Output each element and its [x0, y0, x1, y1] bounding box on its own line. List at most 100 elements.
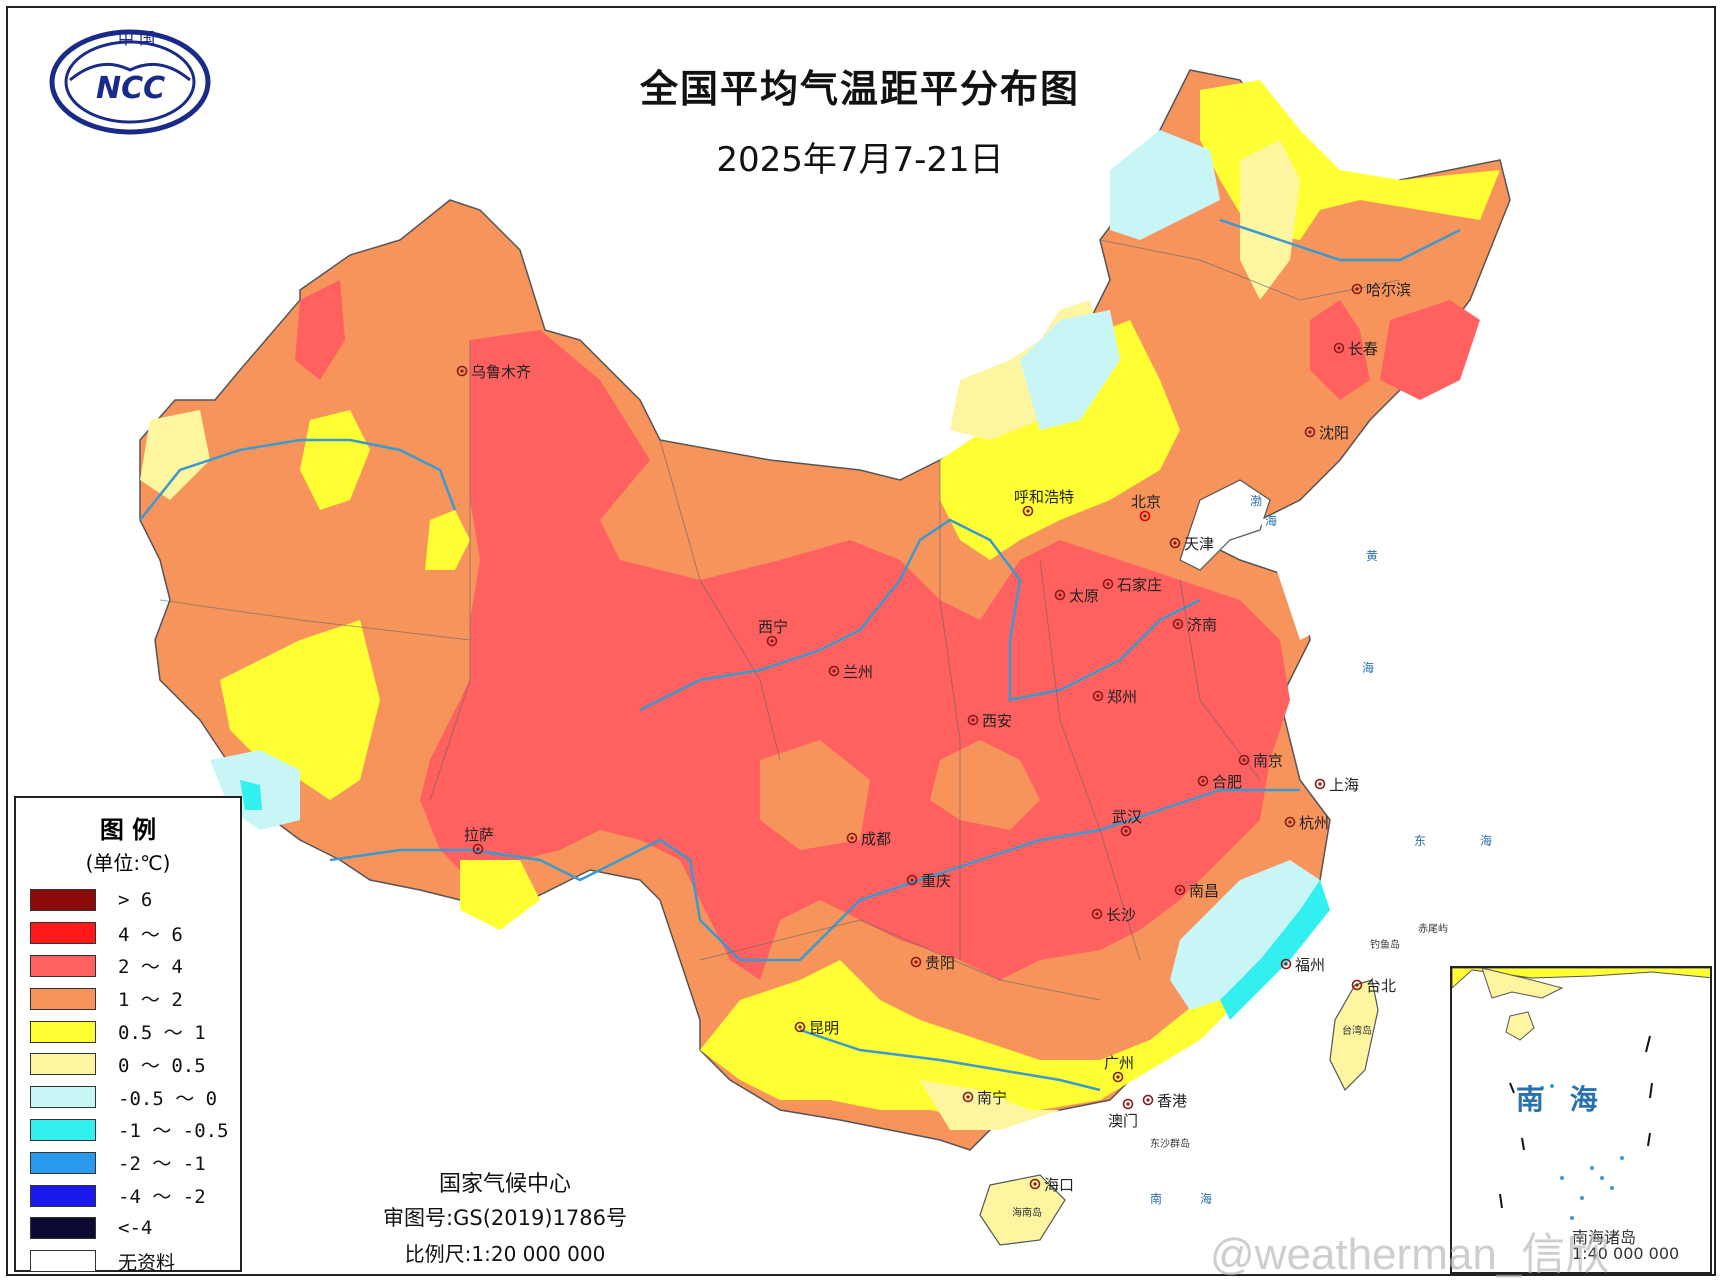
region-red-northeast2: [1380, 300, 1480, 400]
city-dot-center: [1143, 514, 1147, 518]
city-marker: 贵阳: [910, 954, 955, 972]
city-dot-icon: [1120, 825, 1132, 837]
city-label: 台北: [1366, 977, 1396, 995]
legend-label: -0.5 ～ 0: [118, 1087, 218, 1110]
legend-item: 4 ～ 6: [16, 917, 240, 950]
legend-label: -2 ～ -1: [118, 1153, 206, 1176]
legend-label: -4 ～ -2: [118, 1186, 206, 1209]
city-dot-icon: [1333, 342, 1345, 354]
city-label: 沈阳: [1319, 424, 1349, 442]
city-dot-center: [476, 847, 480, 851]
legend-swatch: [30, 1086, 96, 1109]
city-label: 济南: [1187, 616, 1217, 634]
city-dot-icon: [910, 956, 922, 968]
city-dot-icon: [1169, 537, 1181, 549]
city-marker: 长沙: [1091, 906, 1136, 924]
city-dot-center: [1096, 694, 1100, 698]
city-dot-center: [832, 669, 836, 673]
tarim-river: [139, 438, 457, 521]
region-paleyellow-south: [920, 1080, 1060, 1130]
city-label: 石家庄: [1117, 576, 1162, 594]
region-red-core: [420, 330, 1290, 980]
yellow-sea-coast: [1260, 500, 1360, 640]
city-label: 西安: [982, 712, 1012, 730]
region-red-northeast: [1310, 300, 1370, 400]
city-label: 澳门: [1108, 1112, 1138, 1130]
region-orange-sichuan: [760, 740, 870, 850]
inset-label: 南 海: [1516, 1083, 1606, 1116]
sea-label: 渤: [1250, 494, 1262, 508]
region-paleyellow-ne: [1240, 140, 1300, 300]
legend-item: -1 ～ -0.5: [16, 1114, 240, 1147]
city-dot-center: [850, 836, 854, 840]
legend-item: 0 ～ 0.5: [16, 1048, 240, 1081]
city-marker: 济南: [1172, 616, 1217, 634]
legend-swatch: [30, 922, 96, 945]
city-label: 海口: [1044, 1176, 1074, 1194]
map-frame: [6, 6, 1716, 1276]
city-label: 南昌: [1189, 882, 1219, 900]
city-marker: 福州: [1280, 956, 1325, 974]
city-label: 长春: [1348, 340, 1378, 358]
legend-item: > 6: [16, 884, 240, 917]
city-dot-icon: [1142, 1094, 1154, 1106]
city-label: 上海: [1329, 776, 1359, 794]
city-dot-center: [1058, 593, 1062, 597]
city-dot-center: [1284, 962, 1288, 966]
legend-label: 2 ～ 4: [118, 956, 183, 979]
city-dot-center: [1026, 509, 1030, 513]
island-label: 赤尾屿: [1418, 923, 1448, 935]
region-red-west: [295, 280, 345, 380]
legend-swatch: [30, 889, 96, 912]
city-dot-icon: [1172, 618, 1184, 630]
city-label: 拉萨: [464, 826, 494, 844]
legend-swatch: [30, 1118, 96, 1141]
city-dot-icon: [1091, 908, 1103, 920]
city-label: 哈尔滨: [1366, 281, 1411, 299]
city-marker: 海口: [1029, 1176, 1074, 1194]
bohai-sea: [1179, 479, 1271, 571]
watermark: @weatherman_信欣: [1210, 1230, 1610, 1279]
legend-item: -0.5 ～ 0: [16, 1081, 240, 1114]
legend-swatch: [30, 1184, 96, 1207]
inset-map: [1452, 968, 1710, 1220]
city-dot-icon: [967, 714, 979, 726]
city-label: 昆明: [809, 1019, 839, 1037]
legend-swatch: [30, 1250, 96, 1273]
city-marker: 澳门: [1108, 1098, 1138, 1130]
city-dot-center: [1318, 782, 1322, 786]
legend-item: 0.5 ～ 1: [16, 1015, 240, 1048]
inset-caption: 南海诸岛 1:40 000 000: [1572, 1230, 1679, 1262]
city-label: 天津: [1184, 535, 1214, 553]
logo-top-text: 中 国: [118, 29, 155, 48]
city-dot-center: [1116, 1075, 1120, 1079]
city-dot-icon: [1139, 510, 1151, 522]
pearl-river: [799, 1028, 1101, 1092]
region-yellow-tibet-south: [460, 860, 540, 930]
city-dot-icon: [1174, 884, 1186, 896]
city-marker: 台北: [1351, 977, 1396, 995]
city-label: 香港: [1157, 1092, 1187, 1110]
legend-item: <-4: [16, 1212, 240, 1245]
city-dot-center: [1033, 1182, 1037, 1186]
city-dot-center: [1146, 1098, 1150, 1102]
city-label: 兰州: [843, 663, 873, 681]
city-dot-icon: [1054, 589, 1066, 601]
city-marker: 乌鲁木齐: [456, 363, 531, 381]
island-label: 钓鱼岛: [1370, 938, 1400, 951]
city-marker: 沈阳: [1304, 424, 1349, 442]
region-lightcyan-north: [1020, 310, 1120, 430]
city-dot-icon: [1029, 1178, 1041, 1190]
city-marker: 成都: [846, 830, 891, 848]
region-yellow-north: [940, 320, 1180, 560]
city-marker: 郑州: [1092, 688, 1137, 706]
credit-org: 国家气候中心: [438, 1172, 571, 1197]
legend-item: 1 ～ 2: [16, 982, 240, 1015]
legend-label: -1 ～ -0.5: [118, 1120, 229, 1143]
legend-label: 4 ～ 6: [118, 923, 183, 946]
city-marker: 呼和浩特: [1014, 488, 1074, 517]
sea-label: 海: [1480, 833, 1492, 848]
